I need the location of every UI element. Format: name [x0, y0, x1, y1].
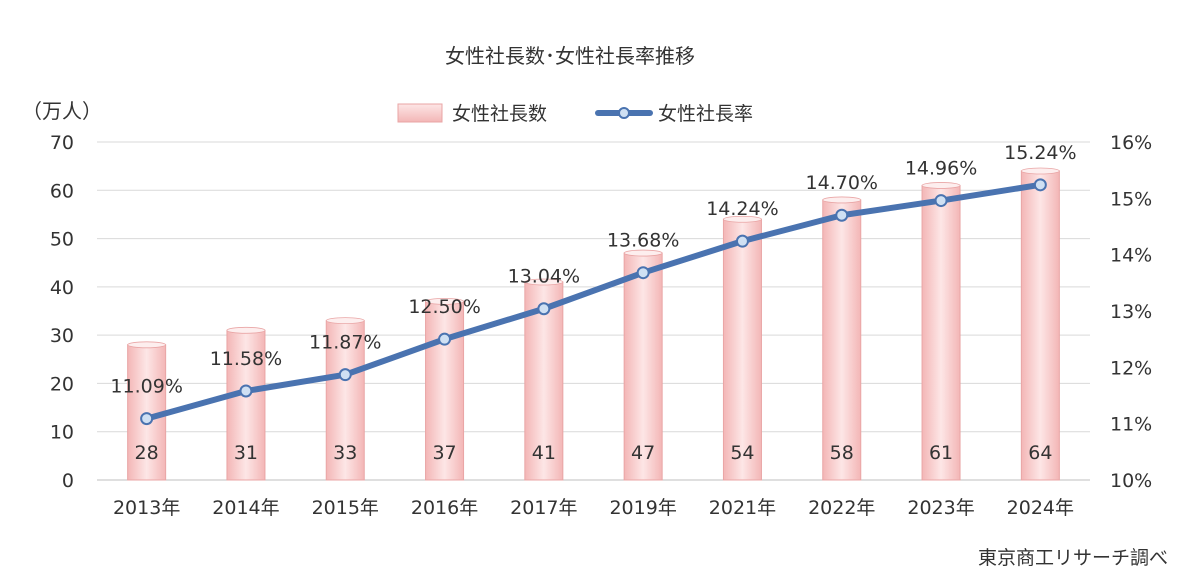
- bar-value-label: 54: [730, 442, 754, 464]
- rate-point: [140, 412, 154, 426]
- bar-value-label: 64: [1028, 442, 1052, 464]
- line-value-labels: 11.09% 11.58% 11.87% 12.50% 13.04% 13.68% 14.2…: [110, 142, 1076, 398]
- bar: [921, 184, 961, 481]
- y-left-tick-label: 40: [50, 277, 74, 299]
- bar: [623, 252, 663, 481]
- rate-value-label: 14.24%: [706, 198, 778, 220]
- y-right-axis: 10% 11% 12% 13% 14% 15% 16%: [1110, 132, 1152, 492]
- bar-value-label: 37: [432, 442, 456, 464]
- x-tick-label: 2021年: [709, 497, 776, 519]
- y-left-tick-label: 70: [50, 132, 74, 154]
- bar-value-label: 33: [333, 442, 357, 464]
- rate-point: [735, 234, 749, 248]
- x-axis: 2013年 2014年 2015年 2016年 2017年 2019年 2021年 2022年…: [113, 497, 1074, 519]
- y-left-tick-label: 30: [50, 325, 74, 347]
- bar: [226, 329, 266, 481]
- bar-value-labels: 28 31 33 37 41 47 54 58 61 64: [135, 442, 1053, 464]
- x-tick-label: 2013年: [113, 497, 180, 519]
- y-left-axis: 0 10 20 30 40 50 60 70: [50, 132, 74, 492]
- bar-series: [127, 167, 1060, 481]
- bar-cap: [226, 326, 266, 334]
- y-right-tick-label: 13%: [1110, 301, 1152, 323]
- bar-cap: [723, 215, 762, 223]
- y-right-tick-label: 15%: [1110, 188, 1152, 210]
- y-left-tick-label: 50: [50, 229, 74, 251]
- y-right-tick-label: 10%: [1110, 470, 1152, 492]
- bar: [822, 199, 862, 481]
- rate-value-label: 13.68%: [607, 230, 679, 252]
- legend-line-marker: [618, 107, 630, 119]
- x-tick-label: 2023年: [907, 497, 974, 519]
- rate-value-label: 11.09%: [110, 376, 182, 398]
- bar-value-label: 41: [532, 442, 556, 464]
- rate-value-label: 14.96%: [905, 158, 977, 180]
- bar-value-label: 61: [929, 442, 953, 464]
- legend-bar-label: 女性社長数: [452, 103, 547, 125]
- y-left-tick-label: 10: [50, 422, 74, 444]
- rate-value-label: 11.87%: [309, 332, 381, 354]
- source-note: 東京商工リサーチ調べ: [978, 547, 1168, 569]
- rate-point: [934, 194, 948, 208]
- rate-point: [835, 208, 849, 222]
- x-tick-label: 2022年: [808, 497, 875, 519]
- chart-title: 女性社長数･女性社長率推移: [445, 44, 695, 68]
- bar-value-label: 31: [234, 442, 258, 464]
- rate-line: [143, 181, 1044, 422]
- legend-bar-swatch: [397, 103, 443, 123]
- bar-value-label: 47: [631, 442, 655, 464]
- bar-value-label: 28: [135, 442, 159, 464]
- legend: 女性社長数 女性社長率: [397, 103, 753, 125]
- bar: [325, 320, 365, 481]
- bar: [425, 300, 465, 481]
- rate-point: [338, 368, 352, 382]
- rate-point: [438, 332, 452, 346]
- x-tick-label: 2024年: [1007, 497, 1074, 519]
- y-right-tick-label: 12%: [1110, 357, 1152, 379]
- y-left-tick-label: 20: [50, 373, 74, 395]
- bar-cap: [425, 297, 464, 305]
- bar-cap: [325, 317, 365, 325]
- x-tick-label: 2017年: [510, 497, 577, 519]
- rate-value-label: 12.50%: [408, 296, 480, 318]
- y-left-unit: （万人）: [22, 99, 102, 123]
- y-left-tick-label: 60: [50, 180, 74, 202]
- x-tick-label: 2014年: [212, 497, 279, 519]
- bar-cap: [921, 182, 961, 189]
- y-right-tick-label: 11%: [1110, 414, 1152, 436]
- line-series: [140, 178, 1047, 426]
- rate-point: [636, 266, 650, 280]
- legend-line-label: 女性社長率: [658, 103, 753, 125]
- rate-value-label: 15.24%: [1004, 142, 1076, 164]
- bar-cap: [524, 278, 564, 286]
- rate-point: [537, 302, 551, 316]
- y-right-tick-label: 16%: [1110, 132, 1152, 154]
- rate-value-label: 13.04%: [508, 266, 580, 288]
- x-tick-label: 2016年: [411, 497, 478, 519]
- bar-cap: [1020, 167, 1060, 175]
- x-tick-label: 2019年: [609, 497, 676, 519]
- bar-cap: [127, 341, 167, 349]
- bar: [1020, 170, 1060, 481]
- bar-value-label: 58: [830, 442, 854, 464]
- x-tick-label: 2015年: [312, 497, 379, 519]
- bar: [722, 218, 762, 481]
- rate-value-label: 11.58%: [210, 348, 282, 370]
- y-left-tick-label: 0: [62, 470, 74, 492]
- bar-cap: [623, 249, 663, 257]
- bar-cap: [822, 196, 862, 204]
- rate-value-label: 14.70%: [806, 172, 878, 194]
- rate-point: [239, 384, 253, 398]
- y-right-tick-label: 14%: [1110, 245, 1152, 267]
- rate-point: [1033, 178, 1047, 192]
